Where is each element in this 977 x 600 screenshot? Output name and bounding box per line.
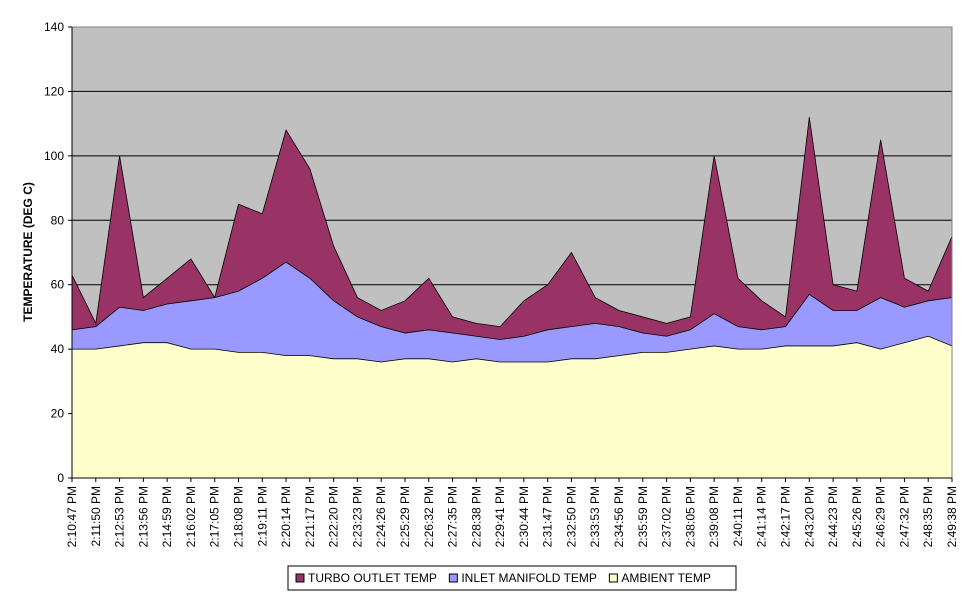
x-tick-label: 2:39:08 PM [707,486,721,547]
legend: TURBO OUTLET TEMP INLET MANIFOLD TEMP AMBI… [287,565,737,591]
legend-swatch [608,573,618,583]
y-tick-label: 0 [57,471,64,485]
x-tick-label: 2:34:56 PM [612,486,626,547]
y-tick-label: 40 [51,342,65,356]
y-tick-label: 140 [44,20,64,34]
x-tick-label: 2:46:29 PM [874,486,888,547]
y-tick-label: 80 [51,213,65,227]
x-tick-label: 2:32:50 PM [564,486,578,547]
series-area-ambient-temp [71,335,953,479]
legend-entry: AMBIENT TEMP [621,571,711,585]
x-tick-label: 2:42:17 PM [779,486,793,547]
y-tick-label: 20 [51,407,65,421]
x-tick-label: 2:16:02 PM [184,486,198,547]
x-tick-label: 2:48:35 PM [921,486,935,547]
x-tick-label: 2:26:32 PM [422,486,436,547]
x-tick-label: 2:43:20 PM [802,486,816,547]
x-tick-label: 2:11:50 PM [89,486,103,546]
x-tick-label: 2:47:32 PM [897,486,911,547]
x-tick-label: 2:31:47 PM [541,486,555,547]
x-tick-label: 2:37:02 PM [660,486,674,547]
y-axis-label: TEMPERATURE (DEG C) [21,182,35,322]
x-tick-label: 2:18:08 PM [231,486,245,547]
x-tick-label: 2:28:38 PM [469,486,483,547]
legend-entry: TURBO OUTLET TEMP [308,571,437,585]
x-tick-label: 2:45:26 PM [850,486,864,547]
x-tick-label: 2:20:14 PM [279,486,293,547]
x-tick-label: 2:23:23 PM [350,486,364,547]
x-tick-label: 2:12:53 PM [113,486,127,547]
series-areas [71,117,953,479]
x-tick-label: 2:40:11 PM [731,486,745,546]
x-tick-label: 2:29:41 PM [493,486,507,547]
legend-box [287,565,737,591]
legend-swatch [295,573,305,583]
x-tick-label: 2:21:17 PM [303,486,317,547]
y-axis: 0 20 40 60 80 100 120 140 [44,20,73,485]
x-tick-label: 2:25:29 PM [398,486,412,547]
x-tick-label: 2:10:47 PM [65,486,79,547]
x-tick-label: 2:24:26 PM [374,486,388,547]
x-tick-label: 2:27:35 PM [446,486,460,547]
legend-swatch [448,573,458,583]
x-tick-label: 2:44:23 PM [826,486,840,547]
x-tick-label: 2:30:44 PM [517,486,531,547]
x-tick-label: 2:22:20 PM [327,486,341,547]
x-tick-label: 2:17:05 PM [208,486,222,547]
x-tick-label: 2:13:56 PM [136,486,150,547]
y-tick-label: 120 [44,84,64,98]
x-tick-label: 2:14:59 PM [160,486,174,547]
y-tick-label: 60 [51,278,65,292]
y-tick-label: 100 [44,149,64,163]
x-tick-label: 2:19:11 PM [255,486,269,546]
x-axis: 2:10:47 PM 2:11:50 PM 2:12:53 PM 2:13:56 PM… [65,477,959,547]
x-tick-label: 2:49:38 PM [945,486,959,547]
x-tick-label: 2:35:59 PM [636,486,650,547]
legend-entry: INLET MANIFOLD TEMP [461,571,597,585]
x-tick-label: 2:38:05 PM [683,486,697,547]
x-tick-label: 2:33:53 PM [588,486,602,547]
x-tick-label: 2:41:14 PM [755,486,769,547]
